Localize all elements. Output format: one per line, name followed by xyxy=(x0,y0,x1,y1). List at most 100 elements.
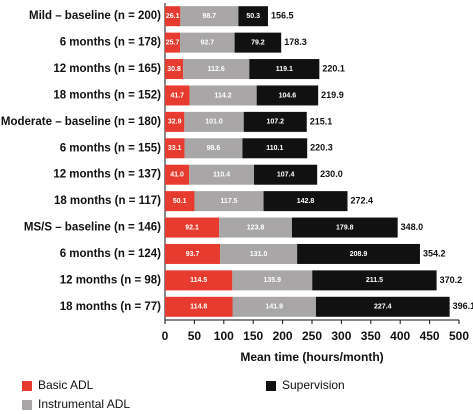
value-label: 123.8 xyxy=(247,224,265,231)
bar-segment xyxy=(254,164,318,185)
bar-segment xyxy=(184,111,244,132)
value-label: 32.9 xyxy=(168,119,182,126)
value-label: 110.4 xyxy=(213,172,230,179)
bar-segment xyxy=(291,217,398,238)
bar-segment xyxy=(232,270,313,291)
x-tick-label: 150 xyxy=(243,329,263,343)
legend-swatch xyxy=(22,381,32,391)
y-tick-label: 18 months (n = 77) xyxy=(60,301,161,313)
bar-segment xyxy=(238,6,268,27)
value-label: 114.2 xyxy=(215,92,232,99)
bar-segment xyxy=(312,270,437,291)
bar-segment xyxy=(243,111,307,132)
y-tick-label: 6 months (n = 178) xyxy=(60,37,161,49)
bar-segment xyxy=(165,191,195,212)
bar-segment xyxy=(315,296,450,317)
value-label: 112.6 xyxy=(208,66,225,73)
value-label: 142.8 xyxy=(297,198,315,205)
bar-segment xyxy=(194,191,264,212)
value-label: 141.9 xyxy=(265,304,283,311)
bar-segment xyxy=(220,243,298,264)
value-label: 79.2 xyxy=(251,39,265,46)
y-tick-label: 6 months (n = 124) xyxy=(60,248,161,260)
value-label: 93.7 xyxy=(186,251,200,258)
bar-segment xyxy=(165,296,233,317)
bar-segment xyxy=(165,6,181,27)
value-label: 114.8 xyxy=(190,304,207,311)
y-tick-label: 12 months (n = 98) xyxy=(60,274,161,286)
bar-segment xyxy=(183,59,250,80)
value-label: 110.1 xyxy=(266,145,283,152)
y-tick-label: 12 months (n = 165) xyxy=(53,63,161,75)
value-label: 119.1 xyxy=(276,66,293,73)
bar-segment xyxy=(219,217,292,238)
value-label: 101.0 xyxy=(205,119,223,126)
x-tick-label: 500 xyxy=(449,329,469,343)
value-label: 179.8 xyxy=(336,224,354,231)
x-tick-label: 50 xyxy=(188,329,202,343)
y-tick-label: 18 months (n = 152) xyxy=(53,89,161,101)
value-label: 50.3 xyxy=(246,13,260,20)
bar-segment xyxy=(165,138,185,159)
value-label: 104.6 xyxy=(279,92,297,99)
legend-label: Instrumental ADL xyxy=(38,397,130,411)
bar-segment xyxy=(256,85,319,106)
value-label: 41.0 xyxy=(170,172,184,179)
y-tick-label: Moderate – baseline (n = 180) xyxy=(1,116,161,128)
bar-segment xyxy=(189,164,255,185)
x-tick-label: 350 xyxy=(361,329,381,343)
x-axis-title: Mean time (hours/month) xyxy=(240,350,383,364)
value-label: 135.9 xyxy=(264,277,282,284)
bar-segment xyxy=(189,85,257,106)
value-label: 114.5 xyxy=(190,277,207,284)
total-label: 396.1 xyxy=(453,301,473,311)
total-label: 220.1 xyxy=(322,63,345,73)
value-label: 25.7 xyxy=(166,39,180,46)
value-label: 131.0 xyxy=(250,251,268,258)
legend-swatch xyxy=(266,381,276,391)
legend-swatch xyxy=(22,400,32,410)
value-label: 98.7 xyxy=(203,13,217,20)
bar-segment xyxy=(165,270,233,291)
value-label: 33.1 xyxy=(168,145,182,152)
value-label: 208.9 xyxy=(350,251,368,258)
bar-segment xyxy=(165,217,220,238)
legend-label: Basic ADL xyxy=(38,378,94,392)
x-tick-label: 400 xyxy=(390,329,410,343)
bar-segment xyxy=(184,138,243,159)
bar-segment xyxy=(263,191,348,212)
value-label: 117.5 xyxy=(220,198,237,205)
value-label: 50.1 xyxy=(173,198,187,205)
total-label: 370.2 xyxy=(440,275,463,285)
total-label: 348.0 xyxy=(401,222,424,232)
value-label: 98.6 xyxy=(207,145,221,152)
value-label: 107.4 xyxy=(277,172,295,179)
legend-label: Supervision xyxy=(282,378,345,392)
y-tick-label: 6 months (n = 155) xyxy=(60,142,161,154)
value-label: 30.8 xyxy=(167,66,181,73)
bar-segment xyxy=(180,6,239,27)
bar-segment xyxy=(165,164,190,185)
value-label: 92.7 xyxy=(201,39,215,46)
total-label: 156.5 xyxy=(271,11,294,21)
value-label: 92.1 xyxy=(185,224,199,231)
value-label: 26.1 xyxy=(166,13,180,20)
value-label: 227.4 xyxy=(374,304,392,311)
y-tick-label: 12 months (n = 137) xyxy=(53,169,161,181)
value-label: 41.7 xyxy=(170,92,184,99)
bar-segment xyxy=(165,85,190,106)
total-label: 215.1 xyxy=(310,116,333,126)
bar-segment xyxy=(165,32,181,53)
x-tick-label: 200 xyxy=(273,329,293,343)
value-label: 107.2 xyxy=(266,119,284,126)
total-label: 354.2 xyxy=(423,248,446,258)
bar-segment xyxy=(297,243,420,264)
bar-segment xyxy=(232,296,316,317)
bar-segment xyxy=(234,32,282,53)
total-label: 219.9 xyxy=(321,90,344,100)
y-tick-label: Mild – baseline (n = 200) xyxy=(29,10,161,22)
total-label: 178.3 xyxy=(284,37,307,47)
y-tick-label: MS/S – baseline (n = 146) xyxy=(24,222,161,234)
total-label: 220.3 xyxy=(310,143,333,153)
